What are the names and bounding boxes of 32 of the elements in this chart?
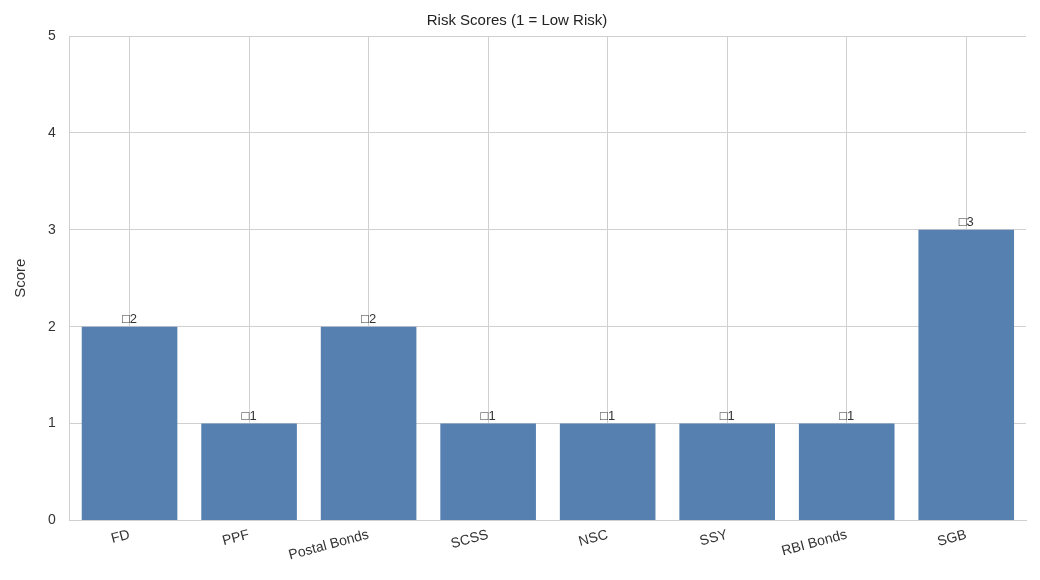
x-tick-label: FD	[109, 525, 132, 546]
x-tick-label: RBI Bonds	[779, 525, 849, 559]
data-label: □3	[958, 213, 974, 229]
y-tick-label: 4	[47, 123, 56, 140]
data-label: □1	[241, 407, 257, 423]
data-label: □1	[839, 407, 855, 423]
bar	[918, 229, 1015, 520]
bar	[798, 423, 895, 520]
x-tick-label: SCSS	[448, 525, 490, 552]
bar	[559, 423, 656, 520]
data-label: □2	[122, 310, 138, 326]
bar	[201, 423, 297, 520]
data-label: □1	[719, 407, 735, 423]
bar	[320, 326, 417, 520]
x-tick-label: SSY	[697, 525, 730, 549]
x-tick-label: SGB	[935, 525, 969, 549]
x-tick-label: Postal Bonds	[286, 525, 371, 563]
y-tick-label: 5	[47, 26, 56, 43]
x-tick-label: PPF	[220, 525, 251, 549]
y-tick-label: 0	[47, 511, 56, 528]
y-tick-label: 3	[47, 220, 56, 237]
data-label: □1	[600, 407, 616, 423]
y-tick-label: 1	[47, 414, 56, 431]
y-axis-title: Score	[11, 258, 29, 298]
data-label: □1	[480, 407, 496, 423]
data-label: □2	[361, 310, 377, 326]
bar	[81, 326, 178, 520]
bar	[440, 423, 536, 520]
bar	[679, 423, 775, 520]
chart-title: Risk Scores (1 = Low Risk)	[426, 11, 608, 29]
x-tick-label: NSC	[576, 525, 610, 549]
y-tick-label: 2	[47, 317, 56, 334]
